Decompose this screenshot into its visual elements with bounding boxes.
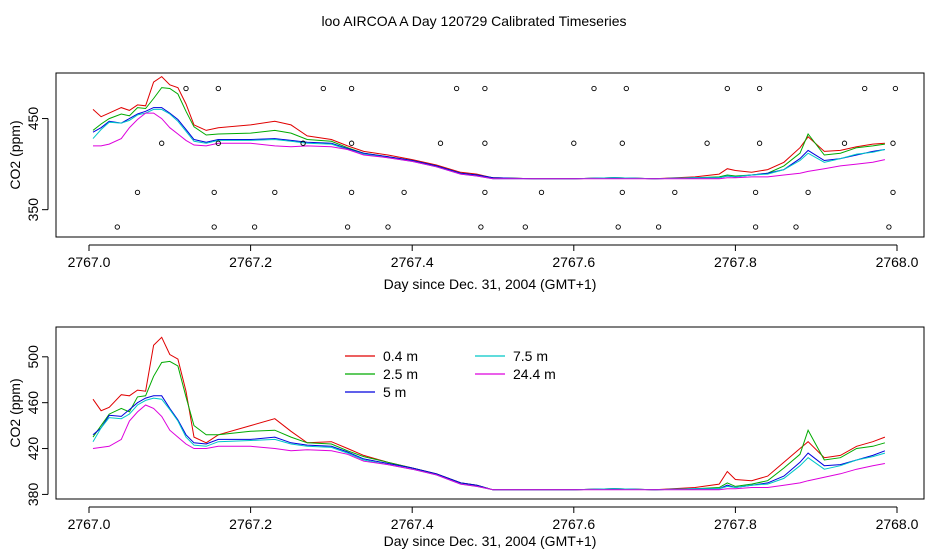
- x-tick-label: 2767.4: [391, 516, 434, 532]
- flag-marker: [114, 224, 120, 230]
- x-tick-label: 2767.4: [391, 254, 434, 270]
- flag-marker: [752, 224, 759, 230]
- flag-marker: [348, 140, 355, 146]
- flag-marker: [862, 85, 868, 92]
- flag-marker: [482, 85, 488, 92]
- flag-marker: [215, 85, 221, 92]
- flag-marker: [401, 189, 407, 196]
- flag-marker: [211, 224, 217, 230]
- legend-label: 0.4 m: [383, 348, 418, 364]
- bottom-plot-frame: [55, 326, 925, 500]
- top-series-line-0: [92, 75, 885, 180]
- flag-marker: [591, 85, 597, 92]
- flag-marker: [134, 189, 141, 196]
- flag-marker: [655, 224, 662, 230]
- legend: 0.4 m 2.5 m 5 m 7.5 m 24.4 m: [345, 348, 556, 400]
- y-tick-label: 380: [25, 483, 41, 507]
- bottom-series-line-0: [92, 336, 886, 491]
- legend-label: 2.5 m: [383, 366, 418, 382]
- y-tick-label: 450: [25, 107, 41, 131]
- flag-marker: [159, 140, 165, 146]
- top-series-line-2: [92, 107, 885, 180]
- x-tick-label: 2768.0: [876, 254, 919, 270]
- flag-marker: [892, 85, 899, 92]
- flag-marker: [522, 224, 528, 230]
- x-tick-label: 2767.2: [229, 254, 272, 270]
- bottom-x-axis-label: Day since Dec. 31, 2004 (GMT+1): [384, 533, 597, 549]
- x-tick-label: 2767.2: [229, 516, 272, 532]
- flag-marker: [890, 189, 896, 196]
- flag-marker: [344, 224, 351, 230]
- flag-marker: [348, 85, 355, 92]
- flag-marker: [571, 140, 577, 146]
- bottom-series-line-2: [92, 395, 886, 491]
- bottom-series-line-4: [92, 404, 885, 491]
- y-tick-label: 420: [25, 437, 41, 461]
- flag-marker: [348, 189, 355, 196]
- x-tick-label: 2767.6: [552, 516, 595, 532]
- flag-marker: [482, 140, 488, 146]
- flag-marker: [886, 224, 892, 230]
- flag-marker: [272, 189, 278, 196]
- x-tick-label: 2768.0: [876, 516, 919, 532]
- flag-marker: [538, 189, 545, 196]
- flag-marker: [623, 85, 629, 92]
- flag-marker: [619, 189, 625, 196]
- legend-label: 5 m: [383, 384, 406, 400]
- top-y-axis-label: CO2 (ppm): [7, 120, 23, 189]
- flag-marker: [251, 224, 258, 230]
- flag-marker: [805, 189, 811, 196]
- flag-marker: [704, 140, 710, 146]
- bottom-series-line-1: [92, 360, 886, 491]
- y-tick-label: 500: [25, 345, 41, 369]
- y-tick-label: 460: [25, 391, 41, 415]
- flag-marker: [619, 140, 625, 146]
- bottom-y-axis-label: CO2 (ppm): [7, 378, 23, 447]
- flag-marker: [300, 140, 306, 146]
- chart-title: loo AIRCOA A Day 120729 Calibrated Times…: [321, 13, 626, 29]
- bottom-panel: 0.4 m 2.5 m 5 m 7.5 m 24.4 m 2767.0 2767.2 276…: [7, 326, 925, 549]
- flag-marker: [478, 224, 484, 230]
- flag-marker: [437, 140, 444, 146]
- flag-marker: [672, 189, 678, 196]
- flag-marker: [453, 85, 460, 92]
- flag-marker: [841, 140, 848, 146]
- x-tick-label: 2767.6: [552, 254, 595, 270]
- x-tick-label: 2767.8: [714, 516, 757, 532]
- flag-marker: [211, 189, 217, 196]
- legend-label: 24.4 m: [513, 366, 556, 382]
- flag-marker: [724, 85, 730, 92]
- x-tick-label: 2767.8: [714, 254, 757, 270]
- top-plot-frame: [55, 72, 925, 238]
- x-tick-label: 2767.0: [68, 516, 111, 532]
- flag-marker: [756, 85, 763, 92]
- flag-marker: [183, 85, 189, 92]
- top-series-line-3: [92, 108, 886, 180]
- flag-marker: [752, 189, 759, 196]
- flag-marker: [215, 140, 221, 146]
- flag-marker: [320, 85, 326, 92]
- flag-marker: [385, 224, 391, 230]
- flag-marker: [890, 140, 896, 146]
- top-series-line-1: [92, 87, 885, 180]
- top-x-axis-label: Day since Dec. 31, 2004 (GMT+1): [384, 276, 597, 292]
- flag-marker: [793, 224, 799, 230]
- y-tick-label: 350: [25, 198, 41, 222]
- flag-marker: [615, 224, 621, 230]
- top-panel: 2767.0 2767.2 2767.4 2767.6 2767.8 2768.0 350…: [7, 72, 925, 292]
- legend-label: 7.5 m: [513, 348, 548, 364]
- top-series-line-4: [93, 112, 886, 180]
- flag-marker: [756, 140, 763, 146]
- flag-marker: [482, 189, 488, 196]
- x-tick-label: 2767.0: [68, 254, 111, 270]
